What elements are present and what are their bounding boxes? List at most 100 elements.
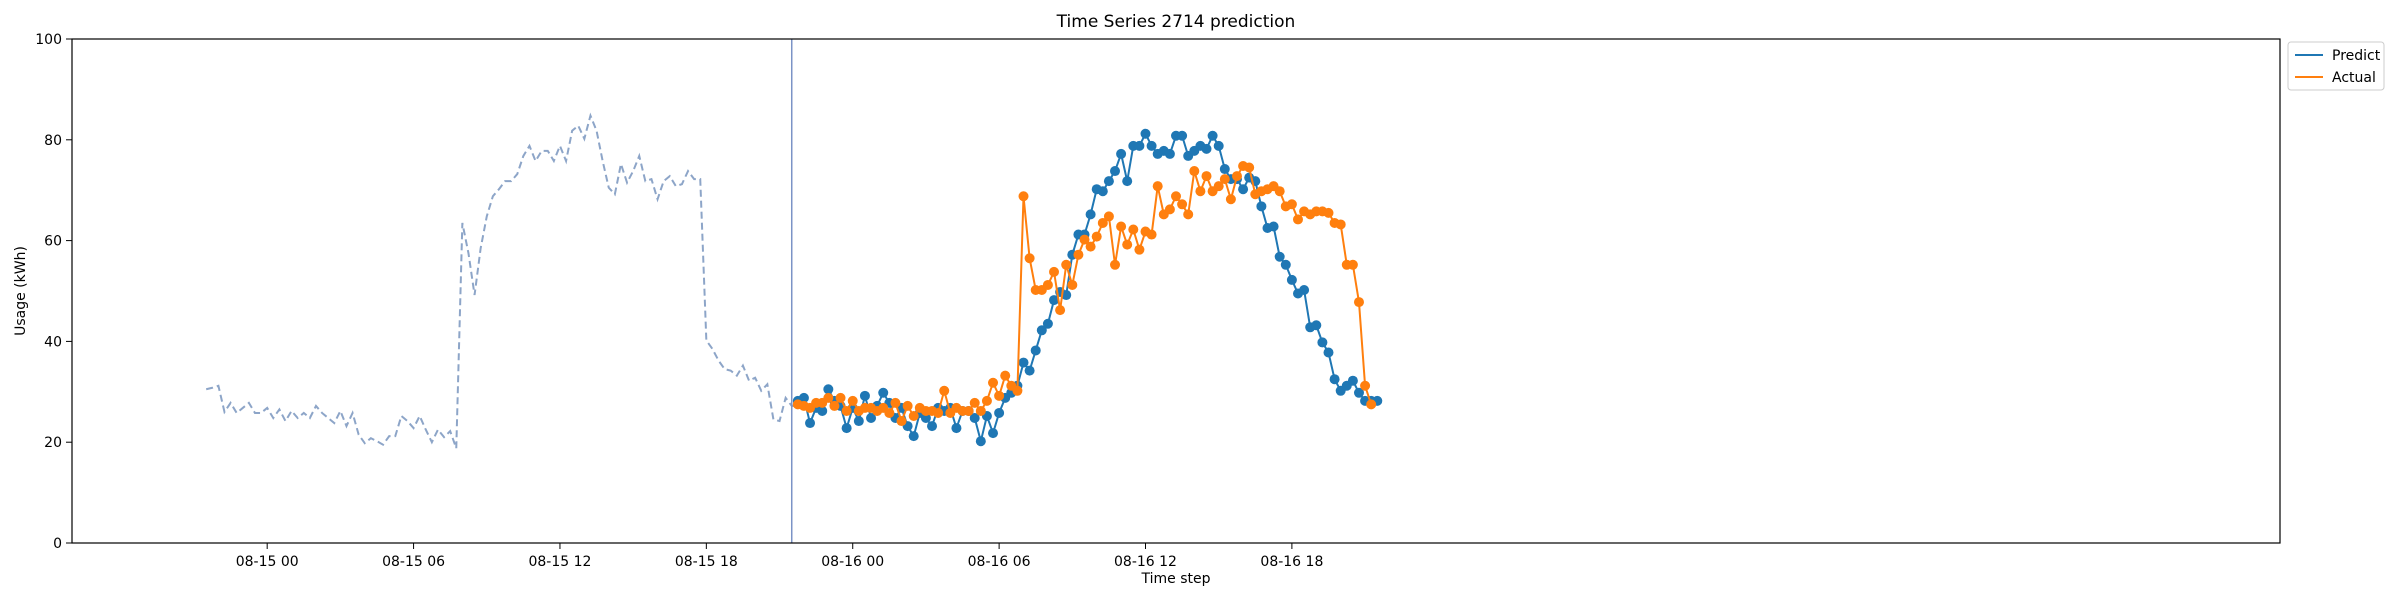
actual-data-point [1286,199,1297,210]
predict-data-point [1036,325,1047,336]
predict-data-point [841,423,852,434]
predict-data-point [1024,365,1035,376]
actual-data-point [1189,166,1200,177]
actual-data-point [1024,253,1035,264]
x-tick-label: 08-15 18 [675,554,738,570]
legend: Predict Actual [2287,41,2385,91]
predict-data-point [1329,374,1340,385]
predict-data-point [1140,128,1151,139]
predict-data-point [1213,140,1224,151]
predict-data-point [969,413,980,424]
x-axis: 08-15 00 08-15 06 08-15 12 08-15 18 08-16 00… [236,543,1323,570]
predict-data-point [1347,375,1358,386]
actual-data-point [933,407,944,418]
predict-data-point [1097,186,1108,197]
predict-data-point [1018,357,1029,368]
x-axis-label: Time step [1141,571,1211,587]
y-tick-label: 100 [35,32,62,48]
predict-data-point [1042,318,1053,329]
actual-data-point [1213,181,1224,192]
actual-data-point [975,405,986,416]
actual-data-point [1091,231,1102,242]
predict-data-point [975,436,986,447]
actual-data-point [1049,266,1060,277]
predict-data-point [1323,347,1334,358]
actual-data-point [823,392,834,403]
actual-data-point [1073,249,1084,260]
actual-data-point [1152,181,1163,192]
plot-area [205,39,1383,543]
actual-data-point [1225,194,1236,205]
predict-data-point [1219,164,1230,175]
actual-data-point [1085,241,1096,252]
actual-data-point [969,397,980,408]
actual-data-point [1335,219,1346,230]
history-series-line [205,112,798,449]
actual-data-point [1219,174,1230,185]
actual-data-point [1055,305,1066,316]
predict-data-point [1164,148,1175,159]
plot-frame [71,38,2281,544]
predict-data-point [1146,140,1157,151]
actual-data-point [1061,259,1072,270]
predict-data-point [927,421,938,432]
predict-data-point [1317,337,1328,348]
predict-data-point [1207,130,1218,141]
predict-data-point [859,390,870,401]
actual-data-point [981,395,992,406]
actual-data-point [994,390,1005,401]
predict-data-point [1134,140,1145,151]
actual-data-point [1292,214,1303,225]
actual-data-point [1012,385,1023,396]
actual-data-point [1171,191,1181,202]
x-tick-label: 08-16 12 [1114,554,1177,570]
y-tick-label: 40 [44,334,62,350]
actual-data-point [1366,399,1377,410]
predict-data-point [1085,209,1096,220]
predict-data-point [1274,251,1285,262]
predict-data-point [798,392,809,403]
y-axis-label: Usage (kWh) [13,246,29,336]
predict-data-point [823,384,834,395]
actual-data-point [1122,239,1133,250]
actual-data-point [1116,221,1127,232]
y-tick-label: 60 [44,234,62,250]
actual-data-point [1134,244,1145,255]
predict-data-point [1061,290,1072,301]
predict-data-point [1311,320,1322,331]
actual-data-point [1177,199,1188,210]
y-tick-label: 20 [44,435,62,451]
actual-data-point [1146,229,1157,240]
actual-data-point [1274,186,1285,197]
actual-data-point [847,395,858,406]
actual-data-point [1042,279,1053,290]
actual-data-point [1360,380,1371,391]
actual-data-point [908,410,919,421]
actual-data-point [884,407,895,418]
y-tick-label: 80 [44,133,62,149]
actual-data-point [1079,234,1090,245]
predict-data-point [908,431,919,442]
actual-data-point [1353,297,1364,308]
actual-data-point [841,405,852,416]
actual-data-point [1000,370,1011,381]
actual-data-point [1164,204,1175,215]
actual-data-point [829,400,840,411]
actual-data-point [1128,224,1139,235]
predict-data-point [817,405,828,416]
predict-data-point [853,416,864,427]
predict-data-point [920,413,931,424]
x-tick-label: 08-16 00 [821,554,884,570]
x-tick-label: 08-15 00 [236,554,299,570]
predict-data-point [1030,345,1041,356]
predict-data-point [951,423,962,434]
predict-data-point [1238,184,1249,195]
actual-data-point [896,416,907,427]
predict-data-point [805,418,816,429]
legend-actual-label: Actual [2332,70,2376,86]
y-tick-label: 0 [53,536,62,552]
predict-data-point [1049,295,1060,306]
actual-data-point [1323,207,1334,218]
actual-data-point [1018,191,1029,202]
